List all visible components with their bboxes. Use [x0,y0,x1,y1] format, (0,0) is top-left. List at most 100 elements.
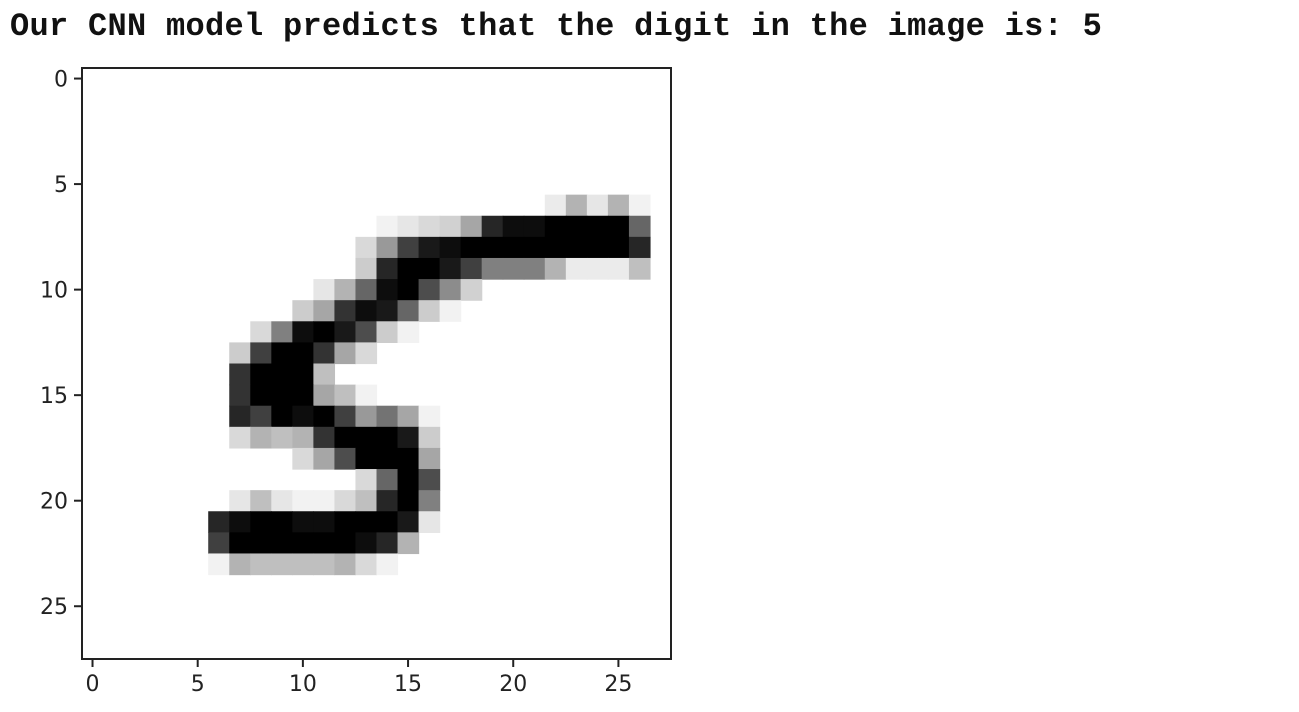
pixel-21-15 [397,511,420,533]
y-tick-label-15: 15 [40,384,68,409]
pixel-15-13 [355,384,378,407]
pixel-16-13 [355,405,378,428]
pixel-8-23 [565,236,588,259]
pixel-20-10 [292,490,314,512]
pixel-17-8 [250,426,272,449]
pixel-6-23 [565,194,588,217]
pixel-17-12 [334,426,357,449]
pixel-8-24 [586,236,609,259]
pixel-19-15 [397,469,420,491]
pixel-13-11 [313,342,336,365]
pixel-12-12 [334,321,357,343]
x-tick-label-0: 0 [86,672,100,697]
x-tick-label-5: 5 [191,672,205,697]
pixel-22-13 [355,532,378,555]
pixel-13-13 [355,342,378,365]
pixel-7-19 [481,215,504,238]
pixel-9-19 [481,257,504,280]
pixel-21-9 [271,511,293,533]
pixel-17-13 [355,426,378,449]
pixel-20-9 [271,490,293,512]
pixel-15-11 [313,384,336,407]
pixel-21-13 [355,511,378,533]
pixel-13-8 [250,342,272,365]
pixel-11-15 [397,300,420,322]
pixel-13-12 [334,342,357,365]
pixel-16-10 [292,405,314,428]
pixel-23-6 [208,553,230,576]
y-tick-label-10: 10 [40,279,68,304]
pixel-19-16 [418,469,441,491]
pixel-20-14 [376,490,399,512]
pixel-9-20 [502,257,525,280]
pixel-19-13 [355,469,378,491]
pixel-16-11 [313,405,336,428]
pixel-7-14 [376,215,399,238]
pixel-12-14 [376,321,399,343]
pixel-10-18 [460,279,483,301]
pixel-12-9 [271,321,293,343]
pixel-17-14 [376,426,399,449]
pixel-14-8 [250,363,272,386]
pixel-9-18 [460,257,483,280]
y-tick-label-20: 20 [40,490,68,515]
prediction-output-text: Our CNN model predicts that the digit in… [10,8,1103,45]
pixel-13-7 [229,342,251,365]
pixel-22-8 [250,532,272,555]
pixel-17-10 [292,426,314,449]
pixel-12-13 [355,321,378,343]
pixel-10-11 [313,279,336,301]
pixel-9-21 [523,257,546,280]
pixel-11-12 [334,300,357,322]
pixel-7-16 [418,215,441,238]
pixel-8-26 [628,236,651,259]
pixel-11-14 [376,300,399,322]
pixel-12-8 [250,321,272,343]
pixel-10-13 [355,279,378,301]
pixel-6-22 [544,194,567,217]
pixel-6-24 [586,194,609,217]
pixel-17-7 [229,426,251,449]
pixel-8-15 [397,236,420,259]
pixel-16-7 [229,405,251,428]
pixel-22-15 [397,532,420,555]
pixel-7-22 [544,215,567,238]
pixel-21-16 [418,511,441,533]
pixel-23-12 [334,553,357,576]
pixel-22-10 [292,532,314,555]
pixel-20-13 [355,490,378,512]
pixel-11-17 [439,300,462,322]
pixel-16-14 [376,405,399,428]
pixel-20-7 [229,490,251,512]
pixel-11-11 [313,300,336,322]
y-tick-label-25: 25 [40,595,68,620]
x-tick-label-25: 25 [604,672,632,697]
pixel-22-12 [334,532,357,555]
pixel-8-16 [418,236,441,259]
pixel-20-16 [418,490,441,512]
pixel-9-25 [607,257,630,280]
x-tick-label-10: 10 [289,672,317,697]
pixel-17-11 [313,426,336,449]
pixel-10-16 [418,279,441,301]
pixel-9-15 [397,257,420,280]
pixel-16-15 [397,405,420,428]
pixel-7-20 [502,215,525,238]
pixel-7-17 [439,215,462,238]
pixel-9-14 [376,257,399,280]
pixel-14-11 [313,363,336,386]
pixel-23-7 [229,553,251,576]
pixel-7-26 [628,215,651,238]
pixel-10-12 [334,279,357,301]
pixel-12-11 [313,321,336,343]
pixel-9-26 [628,257,651,280]
pixel-7-15 [397,215,420,238]
pixel-17-15 [397,426,420,449]
y-tick-label-5: 5 [54,173,68,198]
pixel-21-10 [292,511,314,533]
pixel-21-8 [250,511,272,533]
pixel-15-10 [292,384,314,407]
pixel-18-15 [397,447,420,470]
pixel-9-23 [565,257,588,280]
pixel-22-6 [208,532,230,555]
